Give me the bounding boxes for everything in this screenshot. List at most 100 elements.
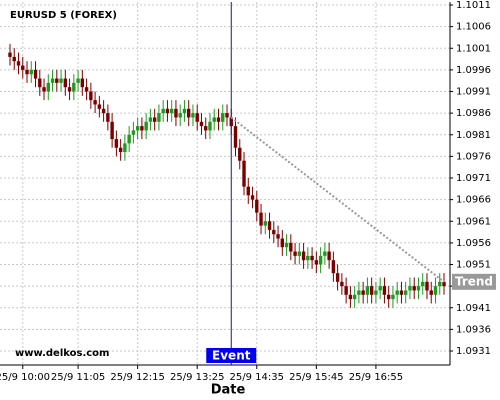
candle-body [314,260,319,265]
candle-body [89,91,93,101]
candle-body [344,286,348,295]
chart-title: EURUSD 5 (FOREX) [10,10,117,21]
candle-body [272,229,276,235]
candle-body [67,87,72,92]
candle-body [378,286,382,291]
candle-body [408,286,412,291]
candle-body [289,242,293,252]
candle-body [140,126,144,131]
candle-body [246,186,250,196]
candle-body [412,286,416,291]
candle-body [152,117,157,122]
x-tick-label: 25/9 14:35 [230,372,284,383]
candle-body [84,87,89,92]
candle-body [169,108,174,114]
candle-body [148,117,153,122]
candle-body [442,281,446,287]
candle-body [157,113,161,122]
candle-body [63,78,68,88]
candle-body [357,290,361,295]
candle-body [101,108,106,114]
y-tick-label: 1.1001 [456,43,491,54]
candle-body [55,78,59,83]
candle-body [233,126,238,148]
candle-body [352,294,357,300]
x-tick-label: 25/9 13:25 [170,372,224,383]
candle-body [123,143,127,153]
candle-body [255,199,259,213]
candle-body [327,251,331,261]
candle-body [80,78,85,88]
candle-body [306,255,310,261]
x-tick-label: 25/9 10:00 [0,372,50,383]
x-tick-label: 25/9 12:15 [110,372,164,383]
candle-body [195,113,199,122]
candle-body [110,121,114,140]
candle-body [216,117,221,122]
candle-body [365,286,370,295]
candle-body [323,251,327,256]
candle-body [361,290,365,295]
candle-body [369,286,374,295]
candle-body [33,69,38,79]
candle-body [178,113,182,118]
y-tick-label: 1.0951 [456,260,491,271]
candle-body [348,294,353,300]
candle-body [59,78,63,83]
candle-body [118,147,123,153]
candle-body [21,65,25,70]
candle-body [276,234,280,239]
candle-body [225,113,229,118]
watermark: www.delkos.com [15,348,109,359]
candle-body [318,255,323,265]
x-axis-title: Date [211,383,246,398]
candle-body [174,108,178,118]
candle-body [310,255,314,261]
candle-body [38,78,42,88]
candle-body [12,56,16,62]
candle-body [259,212,263,226]
candle-body [199,121,204,127]
y-tick-label: 1.0961 [456,216,491,227]
candle-body [340,281,344,287]
candle-body [50,78,55,83]
candle-body [135,126,140,131]
y-tick-label: 1.1011 [456,0,491,11]
candle-body [144,121,148,131]
y-tick-label: 1.0966 [456,195,491,206]
y-tick-label: 1.0931 [456,346,491,357]
candle-body [438,281,442,287]
candle-body [187,108,191,118]
candle-body [263,221,267,226]
candle-body [429,290,433,295]
candle-body [114,139,119,148]
x-tick-label: 25/9 16:55 [349,372,403,383]
candle-body [191,113,195,118]
y-tick-label: 1.0971 [456,173,491,184]
candle-body [433,286,438,295]
candle-body [421,281,425,287]
candle-body [182,108,187,114]
candle-body [93,100,97,105]
candle-body [238,147,242,161]
event-label-box [206,348,257,363]
candle-body [293,251,297,256]
candle-body [374,290,378,295]
trend-label-box [452,273,496,290]
candle-body [29,69,33,75]
candle-body [106,113,110,122]
candle-body [242,160,246,187]
x-tick-label: 25/9 15:45 [289,372,343,383]
candle-body [399,290,404,295]
candle-body [382,286,387,295]
y-tick-label: 1.0941 [456,303,491,314]
y-tick-label: 1.1006 [456,22,491,33]
candle-body [404,290,408,295]
candle-body [16,61,21,66]
candle-body [301,251,306,261]
candle-body [267,221,272,230]
candle-body [165,108,170,114]
candle-body [204,126,208,131]
y-tick-label: 1.0936 [456,324,491,335]
